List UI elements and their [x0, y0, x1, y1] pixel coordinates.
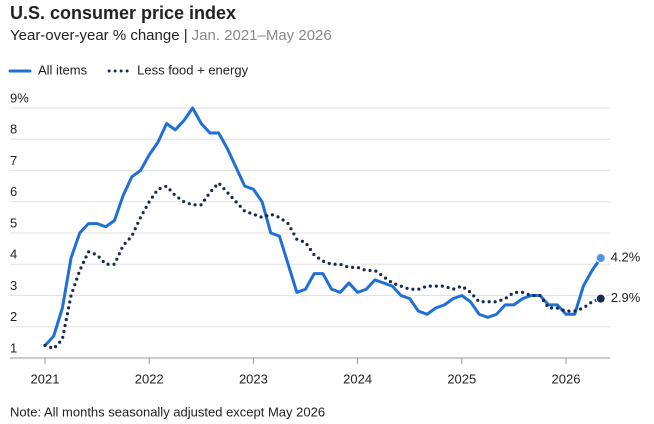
subtitle-text: Year-over-year % change | [10, 27, 188, 44]
y-tick-label: 9% [10, 90, 29, 105]
legend-label: All items [38, 62, 88, 77]
end-point [595, 293, 606, 304]
end-label: 2.9% [611, 290, 641, 305]
y-tick-label: 4 [10, 247, 17, 262]
y-tick-label: 7 [10, 153, 17, 168]
x-tick-label: 2025 [447, 371, 476, 386]
chart-subtitle: Year-over-year % change | Jan. 2021–May 2… [10, 27, 332, 44]
x-tick-label: 2023 [239, 371, 268, 386]
y-tick-label: 8 [10, 122, 17, 137]
legend: All items Less food + energy [8, 62, 249, 77]
x-tick-label: 2026 [552, 371, 581, 386]
end-point [595, 253, 606, 263]
y-tick-label: 6 [10, 184, 17, 199]
subtitle-range: Jan. 2021–May 2026 [192, 27, 332, 44]
y-tick-label: 1 [10, 340, 17, 355]
y-tick-label: 5 [10, 215, 17, 230]
y-tick-label: 3 [10, 278, 17, 293]
x-tick-label: 2021 [31, 371, 60, 386]
note: Note: All months seasonally adjusted exc… [10, 404, 325, 419]
y-tick-label: 2 [10, 309, 17, 324]
series-line [43, 181, 603, 351]
x-tick-label: 2024 [343, 371, 372, 386]
x-tick-label: 2022 [135, 371, 164, 386]
chart-title: U.S. consumer price index [10, 3, 236, 23]
legend-label: Less food + energy [137, 62, 248, 77]
end-label: 4.2% [611, 249, 641, 264]
series-line [43, 106, 603, 347]
